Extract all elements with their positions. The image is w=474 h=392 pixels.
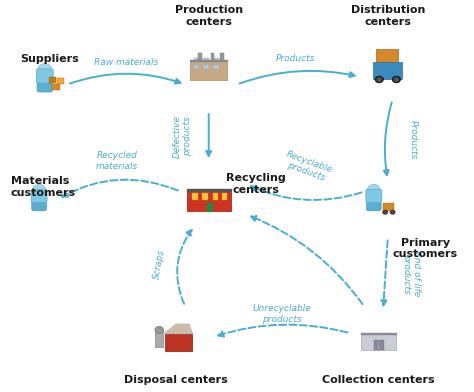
FancyArrowPatch shape: [240, 71, 355, 83]
FancyArrowPatch shape: [383, 102, 392, 175]
FancyArrowPatch shape: [218, 325, 347, 336]
FancyBboxPatch shape: [37, 79, 53, 92]
Text: Suppliers: Suppliers: [20, 54, 79, 64]
Text: Scraps: Scraps: [152, 249, 166, 280]
FancyBboxPatch shape: [366, 189, 382, 203]
Bar: [192, 193, 198, 200]
Circle shape: [392, 76, 401, 83]
Circle shape: [394, 78, 398, 81]
Bar: [374, 340, 383, 350]
Text: Products: Products: [409, 120, 418, 160]
Text: Unrecyclable
products: Unrecyclable products: [252, 304, 311, 324]
Bar: [193, 65, 199, 69]
Text: Defective
products: Defective products: [173, 115, 192, 158]
Text: Disposal centers: Disposal centers: [124, 375, 228, 385]
Bar: [213, 193, 219, 200]
FancyBboxPatch shape: [191, 60, 227, 80]
FancyBboxPatch shape: [31, 189, 47, 203]
Text: Recyclable
products: Recyclable products: [282, 149, 334, 184]
Bar: [191, 60, 227, 61]
Circle shape: [377, 78, 381, 81]
Circle shape: [383, 211, 387, 214]
FancyBboxPatch shape: [366, 198, 381, 211]
Text: Production
centers: Production centers: [174, 5, 243, 27]
FancyArrowPatch shape: [381, 240, 388, 305]
Bar: [155, 330, 164, 347]
Bar: [199, 53, 202, 61]
Circle shape: [391, 211, 395, 214]
Bar: [203, 65, 209, 69]
FancyBboxPatch shape: [36, 69, 53, 83]
Circle shape: [155, 327, 164, 333]
Bar: [207, 203, 212, 211]
FancyBboxPatch shape: [361, 333, 396, 350]
Bar: [222, 193, 228, 200]
FancyBboxPatch shape: [383, 203, 394, 211]
FancyArrowPatch shape: [251, 186, 362, 200]
Text: Raw materials: Raw materials: [94, 58, 158, 67]
FancyArrowPatch shape: [62, 180, 178, 197]
FancyBboxPatch shape: [32, 198, 46, 211]
Circle shape: [375, 76, 383, 83]
FancyArrowPatch shape: [70, 74, 181, 83]
Bar: [52, 84, 60, 90]
Text: Recycled
materials: Recycled materials: [96, 151, 138, 171]
Bar: [48, 77, 56, 83]
Bar: [210, 53, 214, 61]
Bar: [187, 189, 231, 191]
Bar: [193, 58, 199, 62]
Polygon shape: [164, 324, 193, 334]
Bar: [164, 334, 191, 351]
Circle shape: [367, 185, 380, 195]
Text: Materials
customers: Materials customers: [11, 176, 76, 198]
Text: Products: Products: [276, 54, 316, 64]
Text: Collection centers: Collection centers: [322, 375, 435, 385]
FancyBboxPatch shape: [187, 190, 231, 211]
Text: Recycling
centers: Recycling centers: [226, 173, 286, 195]
Bar: [220, 53, 224, 61]
FancyBboxPatch shape: [373, 62, 402, 79]
FancyArrowPatch shape: [206, 114, 211, 156]
Text: End of life
products: End of life products: [401, 251, 421, 296]
Bar: [213, 65, 219, 69]
FancyArrowPatch shape: [251, 216, 363, 304]
FancyArrowPatch shape: [177, 230, 191, 304]
Text: Distribution
centers: Distribution centers: [351, 5, 425, 27]
Circle shape: [38, 64, 52, 75]
Bar: [57, 78, 64, 84]
Text: Primary
customers: Primary customers: [393, 238, 458, 259]
FancyBboxPatch shape: [375, 49, 398, 63]
Bar: [203, 58, 209, 62]
Bar: [213, 58, 219, 62]
Bar: [202, 193, 208, 200]
Circle shape: [33, 185, 46, 195]
Bar: [361, 333, 396, 334]
